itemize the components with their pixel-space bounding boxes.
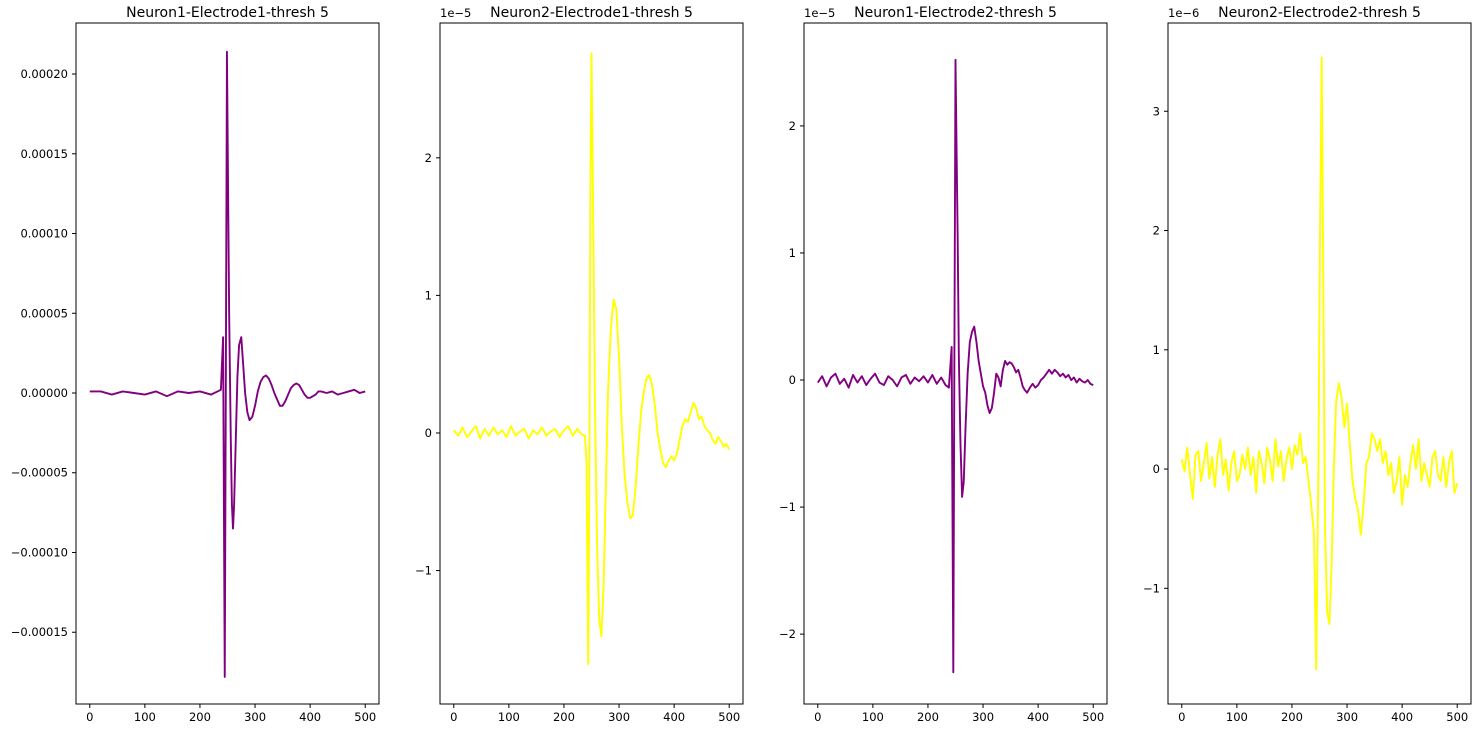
y-tick-label: 0 xyxy=(425,426,432,440)
y-tick-label: −1 xyxy=(1143,581,1160,595)
y-tick-label: 0.00020 xyxy=(20,67,68,81)
chart-title: Neuron1-Electrode2-thresh 5 xyxy=(854,5,1057,21)
y-tick-label: 0 xyxy=(1153,462,1160,476)
y-tick-label: 2 xyxy=(789,119,796,133)
y-tick-label: −1 xyxy=(415,564,432,578)
y-offset-label: 1e−6 xyxy=(1168,6,1199,20)
y-tick-label: 1 xyxy=(789,246,796,260)
y-tick-label: 1 xyxy=(425,288,432,302)
chart-title: Neuron2-Electrode1-thresh 5 xyxy=(490,5,693,21)
x-tick-label: 500 xyxy=(718,710,740,724)
axes-frame xyxy=(1167,22,1472,705)
axes-frame xyxy=(75,22,380,705)
y-tick-label: 1 xyxy=(1153,343,1160,357)
y-tick-label: 2 xyxy=(1153,224,1160,238)
series-line xyxy=(89,50,366,678)
subplot-1: Neuron1-Electrode1-thresh 5 0 100 200 300 400… xyxy=(11,5,380,724)
series-line xyxy=(816,58,1094,674)
y-tick-label: 0 xyxy=(789,373,796,387)
x-tick-label: 200 xyxy=(1281,710,1303,724)
x-tick-label: 0 xyxy=(86,710,93,724)
y-tick-label: −0.00010 xyxy=(11,545,68,559)
x-tick-label: 0 xyxy=(814,710,821,724)
y-tick-label: 3 xyxy=(1153,104,1160,118)
y-tick-label: 0.00015 xyxy=(20,147,68,161)
x-tick-label: 300 xyxy=(1336,710,1358,724)
y-tick-label: −0.00005 xyxy=(11,466,68,480)
x-tick-label: 200 xyxy=(553,710,575,724)
x-tick-label: 100 xyxy=(134,710,156,724)
x-tick-label: 300 xyxy=(244,710,266,724)
chart-title: Neuron1-Electrode1-thresh 5 xyxy=(126,5,329,21)
x-tick-label: 0 xyxy=(1178,710,1185,724)
x-tick-label: 500 xyxy=(1082,710,1104,724)
x-tick-label: 100 xyxy=(498,710,520,724)
axes-frame xyxy=(803,22,1108,705)
x-tick-label: 300 xyxy=(608,710,630,724)
x-tick-label: 200 xyxy=(189,710,211,724)
x-tick-label: 500 xyxy=(354,710,376,724)
y-tick-label: 0.00010 xyxy=(20,227,68,241)
y-tick-label: 0.00005 xyxy=(20,306,68,320)
y-tick-label: 2 xyxy=(425,151,432,165)
y-tick-label: −1 xyxy=(779,500,796,514)
axes-frame xyxy=(439,22,744,705)
x-tick-label: 400 xyxy=(1391,710,1413,724)
x-tick-label: 400 xyxy=(1027,710,1049,724)
y-tick-label: −2 xyxy=(779,627,796,641)
subplot-2: Neuron2-Electrode1-thresh 5 1e−5 0 100 200 30… xyxy=(415,5,744,724)
y-tick-label: −0.00015 xyxy=(11,625,68,639)
x-tick-label: 400 xyxy=(663,710,685,724)
series-line xyxy=(1180,56,1459,671)
x-tick-label: 400 xyxy=(299,710,321,724)
x-tick-label: 0 xyxy=(450,710,457,724)
y-offset-label: 1e−5 xyxy=(804,6,835,20)
y-offset-label: 1e−5 xyxy=(440,6,471,20)
x-tick-label: 300 xyxy=(972,710,994,724)
x-tick-label: 100 xyxy=(862,710,884,724)
series-line xyxy=(453,52,731,666)
x-tick-label: 500 xyxy=(1446,710,1468,724)
chart-title: Neuron2-Electrode2-thresh 5 xyxy=(1218,5,1421,21)
y-tick-label: 0.00000 xyxy=(20,386,68,400)
x-tick-label: 100 xyxy=(1226,710,1248,724)
subplot-4: Neuron2-Electrode2-thresh 51e−60 100 200 30… xyxy=(1143,5,1472,724)
x-tick-label: 200 xyxy=(917,710,939,724)
subplot-3: Neuron1-Electrode2-thresh 5 1e−5 0 100 200 30… xyxy=(779,5,1108,724)
